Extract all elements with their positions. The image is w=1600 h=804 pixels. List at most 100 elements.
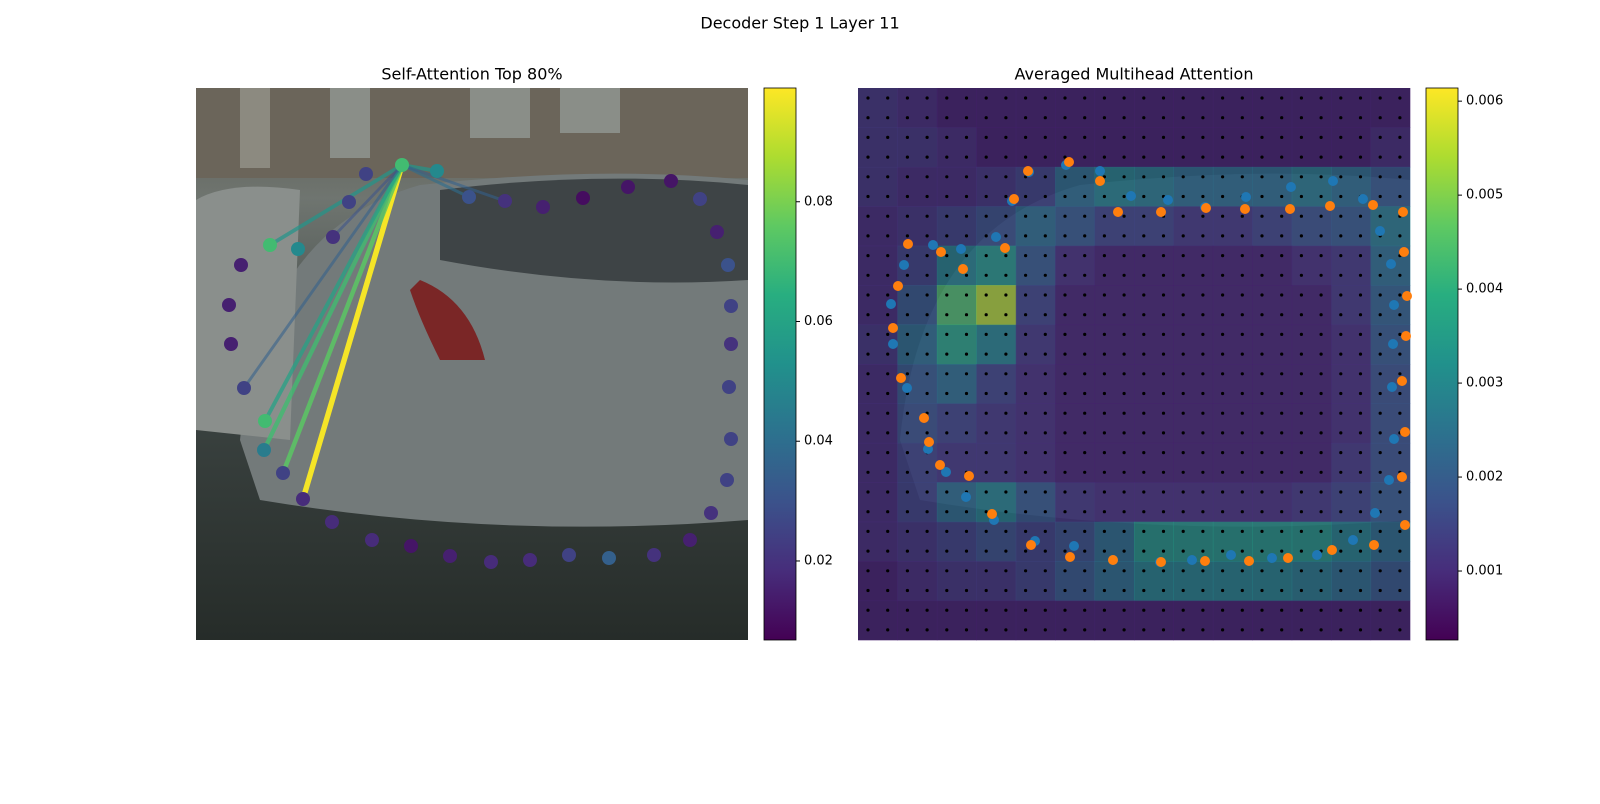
colorbar — [1425, 87, 1459, 641]
point — [291, 242, 305, 256]
heat-cell — [1291, 206, 1332, 247]
heat-cell — [1134, 403, 1174, 444]
point — [1400, 520, 1410, 530]
point — [1285, 204, 1295, 214]
heat-cell — [1212, 324, 1253, 365]
point — [1286, 182, 1296, 192]
grid-dots — [866, 96, 1402, 632]
attention-edge — [280, 162, 405, 476]
point — [1368, 200, 1378, 210]
heat-cell — [1134, 364, 1174, 404]
heat-cell — [858, 127, 898, 168]
heat-cell — [858, 521, 898, 562]
colorbar-tick-label: 0.002 — [1466, 470, 1503, 485]
heat-cell — [1252, 127, 1293, 168]
heat-cell — [1252, 403, 1293, 444]
colorbar — [763, 87, 797, 641]
point — [263, 238, 277, 252]
heat-cell — [1055, 364, 1096, 404]
heat-cell — [1291, 285, 1332, 326]
heat-cell — [1055, 324, 1096, 365]
point — [1064, 157, 1074, 167]
point — [257, 443, 271, 457]
heat-cell — [1055, 600, 1096, 641]
heat-cell — [1331, 127, 1372, 168]
heat-cell — [1331, 364, 1372, 404]
point — [1156, 557, 1166, 567]
point — [1328, 176, 1338, 186]
heat-cell — [897, 561, 938, 602]
heat-cell — [1094, 442, 1135, 483]
heat-cell — [976, 324, 1017, 365]
point — [1241, 192, 1251, 202]
heat-cell — [1094, 600, 1135, 641]
heat-cell — [936, 600, 977, 641]
heat-cell — [1212, 127, 1253, 168]
point — [1113, 207, 1123, 217]
heat-cell — [1015, 403, 1056, 444]
point — [576, 191, 590, 205]
point — [536, 200, 550, 214]
heat-cell — [1252, 166, 1293, 207]
heat-cell — [936, 482, 977, 523]
heat-cell — [976, 403, 1017, 444]
heat-cell — [1291, 482, 1332, 523]
heat-cell — [976, 285, 1017, 326]
heat-cell — [1291, 245, 1332, 286]
heatmap — [858, 88, 1411, 641]
heat-cell — [936, 166, 977, 207]
heat-cell — [1015, 324, 1056, 365]
point — [1387, 382, 1397, 392]
heat-cell — [1055, 442, 1096, 483]
colorbar-tick-label: 0.08 — [804, 194, 833, 209]
point — [1163, 195, 1173, 205]
attention-edge — [400, 163, 507, 203]
point — [924, 437, 934, 447]
heat-cell — [1173, 127, 1214, 168]
heat-cell — [1331, 403, 1372, 444]
heat-cell — [976, 88, 1017, 128]
point — [647, 548, 661, 562]
heat-cell — [858, 245, 898, 286]
heat-cell — [1291, 561, 1332, 602]
heat-cell — [936, 285, 977, 326]
attention-edge — [263, 163, 404, 423]
point — [258, 414, 272, 428]
heat-cell — [1252, 364, 1293, 404]
heat-cell — [1252, 285, 1293, 326]
point — [1369, 540, 1379, 550]
point — [276, 466, 290, 480]
heat-cell — [976, 600, 1017, 641]
point — [1389, 300, 1399, 310]
colorbar-tick-label: 0.04 — [804, 434, 833, 449]
point — [724, 337, 738, 351]
heat-cell — [1015, 482, 1056, 523]
point — [987, 509, 997, 519]
heat-cell — [858, 364, 898, 404]
heat-cell — [1134, 482, 1174, 523]
heat-cell — [1291, 324, 1332, 365]
heat-cell — [1331, 88, 1372, 128]
heat-cell — [1015, 206, 1056, 247]
heat-cell — [1291, 442, 1332, 483]
heat-cell — [1212, 88, 1253, 128]
point — [1370, 508, 1380, 518]
heat-cell — [1094, 245, 1135, 286]
heat-cell — [1015, 88, 1056, 128]
heat-cell — [1252, 600, 1293, 641]
point — [1226, 550, 1236, 560]
heat-cell — [858, 561, 898, 602]
heat-cell — [1331, 482, 1372, 523]
heat-cell — [936, 561, 977, 602]
point — [1400, 427, 1410, 437]
heat-cell — [1370, 600, 1411, 641]
point — [888, 339, 898, 349]
heat-cell — [1015, 364, 1056, 404]
heat-cell — [1331, 285, 1372, 326]
heat-cell — [1173, 364, 1214, 404]
point — [621, 180, 635, 194]
point — [1200, 556, 1210, 566]
heat-cell — [1015, 127, 1056, 168]
point — [893, 281, 903, 291]
heat-cell — [976, 521, 1017, 562]
